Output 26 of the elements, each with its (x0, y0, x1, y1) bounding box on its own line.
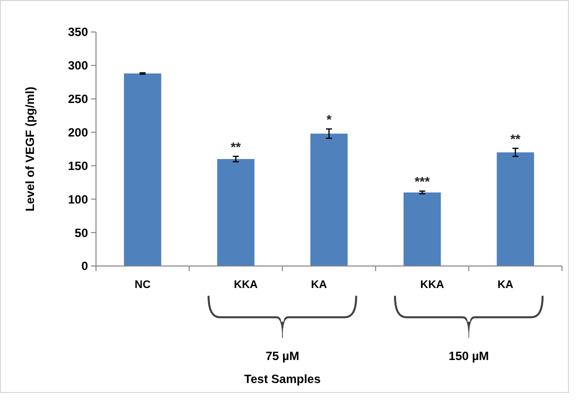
text: 75 µM (266, 349, 300, 363)
bar (124, 73, 162, 266)
y-tick-label: 0 (81, 259, 88, 274)
text: 150 µM (448, 349, 489, 363)
x-tick-label: KA (497, 279, 514, 291)
y-tick-label: 300 (68, 58, 88, 73)
y-tick-label: 150 (68, 158, 88, 173)
y-tick-label: 200 (68, 125, 88, 140)
x-tick-label: NC (134, 279, 151, 291)
annotation: ** (230, 139, 242, 154)
y-tick-label: 250 (68, 92, 88, 106)
bar (496, 152, 534, 266)
annotation: ** (510, 131, 522, 146)
x-tick-label: KA (311, 279, 327, 291)
y-tick-label: 100 (68, 192, 88, 206)
bar (404, 192, 441, 266)
bar (310, 134, 348, 266)
text: Test Samples (244, 372, 321, 386)
annotation: *** (414, 174, 431, 190)
x-tick-label: KKA (234, 279, 258, 291)
y-tick-label: 350 (68, 25, 88, 40)
bar (217, 159, 254, 266)
annotation: * (326, 112, 332, 127)
y-axis-title: Level of VEGF (pg/ml) (23, 86, 37, 212)
y-tick-label: 50 (74, 226, 88, 240)
x-tick-label: KKA (420, 279, 444, 291)
